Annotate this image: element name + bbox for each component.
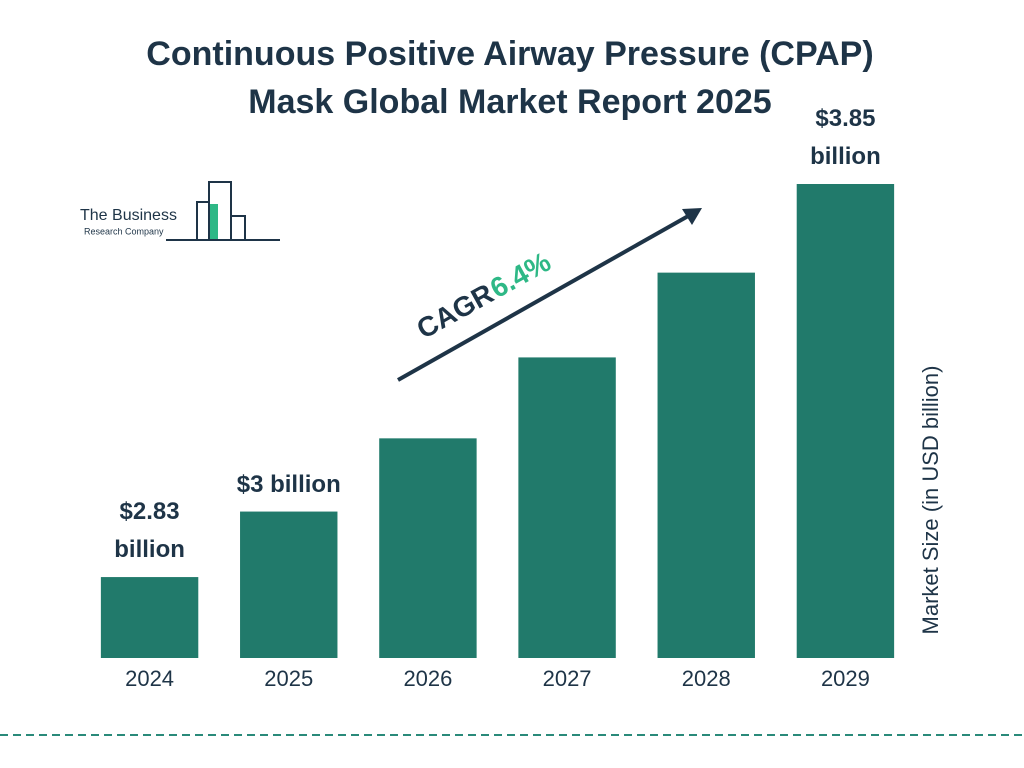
value-label: $3 billion: [236, 470, 341, 498]
x-tick-label: 2029: [821, 666, 870, 691]
logo-shape: [230, 215, 246, 241]
chart-title: Continuous Positive Airway Pressure (CPA…: [146, 35, 874, 121]
value-label: $2.83 billion: [114, 498, 185, 564]
bar: [518, 357, 616, 658]
cagr-label: CAGR: [411, 278, 498, 345]
y-axis-label: Market Size (in USD billion): [918, 366, 943, 635]
bar: [100, 577, 199, 658]
logo-shape: [210, 204, 218, 240]
bar: [240, 511, 338, 658]
bar: [657, 272, 755, 658]
logo-text: The Business: [80, 207, 177, 224]
x-tick-label: 2026: [403, 666, 452, 691]
x-tick-label: 2027: [543, 666, 592, 691]
bar: [796, 184, 895, 658]
logo-text: Research Company: [84, 226, 164, 236]
cagr-arrow: [397, 213, 691, 382]
bar: [379, 438, 477, 658]
x-tick-label: 2025: [264, 666, 313, 691]
logo-shape: [196, 201, 210, 241]
logo: The Business Research Company: [80, 181, 280, 241]
x-tick-label: 2028: [682, 666, 731, 691]
cagr-arrowhead: [682, 208, 702, 225]
value-label: $3.85 billion: [810, 105, 881, 170]
x-tick-label: 2024: [125, 666, 174, 691]
